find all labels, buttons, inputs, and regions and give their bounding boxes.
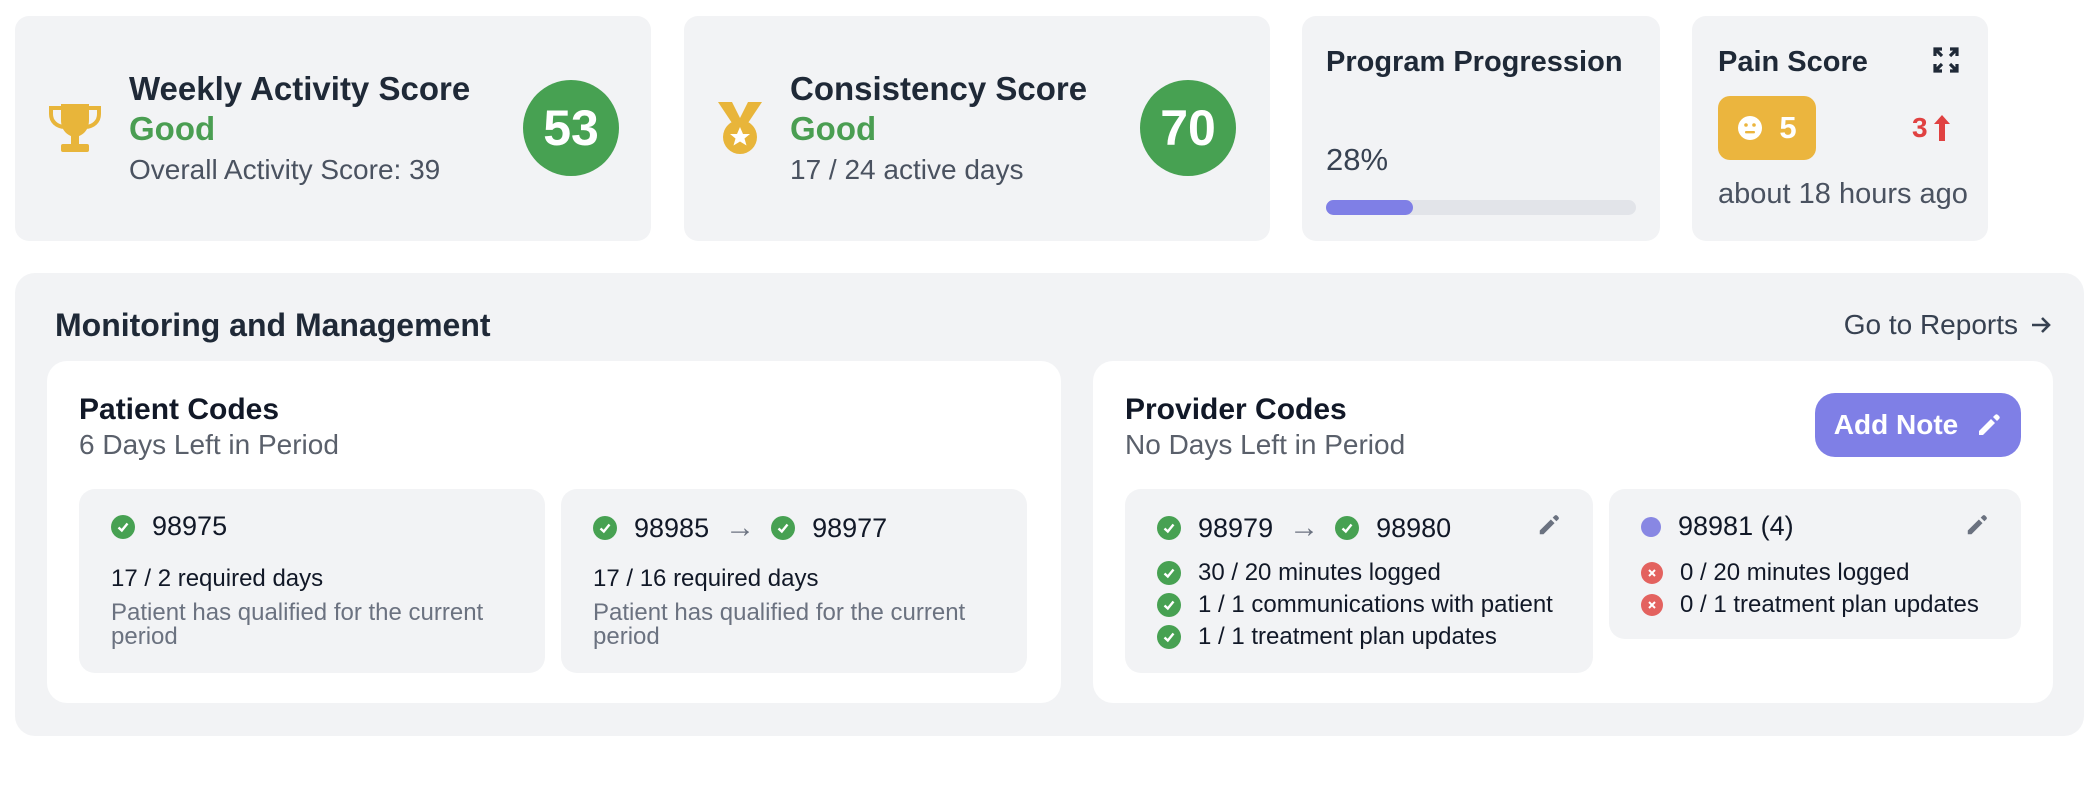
code-number: 98985 [634,512,710,543]
consistency-status: Good [790,110,877,147]
add-note-label: Add Note [1833,409,1959,440]
expand-icon[interactable] [1932,46,1960,74]
pain-score-title: Pain Score [1718,46,1868,78]
go-to-reports-label: Go to Reports [1843,309,2018,340]
provider-codes-period: No Days Left in Period [1125,429,1406,460]
consistency-card: Consistency Score Good 17 / 24 active da… [684,16,1270,241]
check-circle-icon [111,514,135,539]
pain-score-value: 5 [1779,110,1797,145]
check-circle-icon [1157,625,1181,649]
program-progression-card: Program Progression 28% [1302,16,1660,241]
trophy-icon [47,100,103,156]
requirement-label: 30 / 20 minutes logged [1198,559,1441,586]
status-dot-icon [1641,516,1661,537]
edit-pencil-icon[interactable] [1965,513,1989,537]
pain-score-card: Pain Score 5 3 about 18 hours ago [1692,16,1988,241]
requirement-label: 1 / 1 treatment plan updates [1198,623,1497,650]
code-number: 98979 [1198,512,1274,543]
patient-codes-panel: Patient Codes 6 Days Left in Period 9897… [47,361,1061,703]
check-circle-icon [593,516,617,540]
edit-pencil-icon[interactable] [1537,513,1561,537]
check-circle-icon [771,516,796,540]
neutral-face-icon [1737,115,1763,141]
weekly-activity-status: Good [129,110,216,147]
pencil-icon [1976,412,2002,438]
progress-track [1326,200,1636,215]
provider-code-box: 98981 (4) 0 / 20 minutes logged 0 / 1 tr… [1609,489,2021,639]
qualification-note: Patient has qualified for the current pe… [111,599,484,650]
patient-codes-title: Patient Codes [79,393,280,426]
x-circle-icon [1641,594,1663,616]
required-days: 17 / 16 required days [593,565,819,592]
requirement-item: 30 / 20 minutes logged [1157,559,1441,587]
patient-code-box: 98975 17 / 2 required days Patient has q… [79,489,545,673]
x-circle-icon [1641,562,1663,584]
requirement-item: 0 / 20 minutes logged [1641,559,1910,587]
arrow-right-icon: → [725,511,756,544]
patient-code-box: 98985 → 98977 17 / 16 required days Pati… [561,489,1027,673]
requirement-item: 0 / 1 treatment plan updates [1641,591,1979,619]
pain-score-time: about 18 hours ago [1718,178,1968,210]
required-days: 17 / 2 required days [111,565,324,592]
consistency-score-circle: 70 [1140,80,1236,176]
code-number: 98977 [812,512,888,543]
requirement-label: 0 / 20 minutes logged [1680,559,1910,586]
code-number: 98975 [152,511,228,541]
check-circle-icon [1157,561,1181,585]
patient-codes-period: 6 Days Left in Period [79,429,339,460]
provider-code-box: 98979 → 98980 30 / 20 minutes logged 1 /… [1125,489,1593,673]
requirement-item: 1 / 1 communications with patient [1157,591,1553,619]
progress-percent: 28% [1326,142,1389,177]
code-line: 98985 → 98977 [593,511,887,545]
overall-activity-score: Overall Activity Score: 39 [129,154,441,185]
active-days: 17 / 24 active days [790,154,1024,185]
code-line: 98975 [111,511,227,542]
code-number: 98980 [1376,512,1452,543]
provider-codes-panel: Provider Codes No Days Left in Period Ad… [1093,361,2053,703]
code-line: 98979 → 98980 [1157,511,1451,545]
weekly-activity-card: Weekly Activity Score Good Overall Activ… [15,16,651,241]
provider-codes-title: Provider Codes [1125,393,1347,426]
arrow-right-icon [2030,315,2052,335]
monitoring-section: Monitoring and Management Go to Reports … [15,273,2084,736]
progress-fill [1326,200,1413,215]
weekly-activity-title: Weekly Activity Score [129,70,471,107]
qualification-note: Patient has qualified for the current pe… [593,599,966,650]
weekly-activity-score-circle: 53 [523,80,619,176]
code-number: 98981 (4) [1678,511,1794,541]
add-note-button[interactable]: Add Note [1815,393,2021,457]
medal-icon [714,100,766,156]
go-to-reports-link[interactable]: Go to Reports [1844,309,2052,341]
pain-score-change: 3 [1912,112,1952,144]
requirement-label: 0 / 1 treatment plan updates [1680,591,1979,618]
monitoring-title: Monitoring and Management [55,307,491,343]
requirement-label: 1 / 1 communications with patient [1198,591,1553,618]
requirement-item: 1 / 1 treatment plan updates [1157,623,1497,651]
check-circle-icon [1335,516,1360,540]
arrow-up-icon [1932,113,1952,143]
consistency-title: Consistency Score [790,70,1088,107]
pain-score-change-value: 3 [1912,112,1928,143]
pain-score-badge: 5 [1718,96,1816,160]
code-line: 98981 (4) [1641,511,1794,542]
check-circle-icon [1157,593,1181,617]
program-progression-title: Program Progression [1326,46,1623,78]
arrow-right-icon: → [1289,511,1320,544]
check-circle-icon [1157,516,1181,540]
